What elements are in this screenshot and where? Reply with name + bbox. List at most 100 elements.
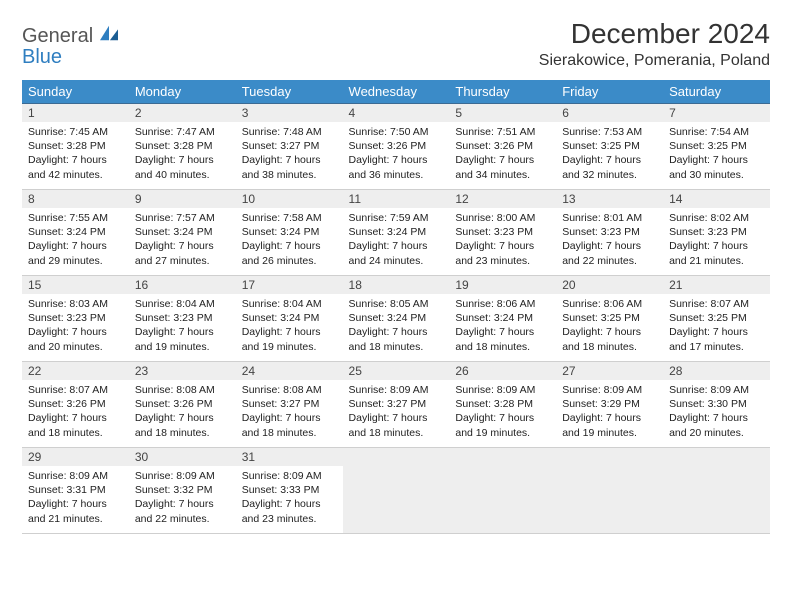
day-body: Sunrise: 8:05 AMSunset: 3:24 PMDaylight:… — [343, 294, 450, 358]
calendar-cell: 21Sunrise: 8:07 AMSunset: 3:25 PMDayligh… — [663, 276, 770, 362]
location: Sierakowice, Pomerania, Poland — [539, 52, 770, 70]
day-body: Sunrise: 8:00 AMSunset: 3:23 PMDaylight:… — [449, 208, 556, 272]
calendar-cell: 30Sunrise: 8:09 AMSunset: 3:32 PMDayligh… — [129, 448, 236, 534]
calendar-cell: 22Sunrise: 8:07 AMSunset: 3:26 PMDayligh… — [22, 362, 129, 448]
calendar-cell: 9Sunrise: 7:57 AMSunset: 3:24 PMDaylight… — [129, 190, 236, 276]
day-body: Sunrise: 8:09 AMSunset: 3:31 PMDaylight:… — [22, 466, 129, 530]
weekday-header: Monday — [129, 80, 236, 104]
day-body: Sunrise: 7:50 AMSunset: 3:26 PMDaylight:… — [343, 122, 450, 186]
calendar-row: 1Sunrise: 7:45 AMSunset: 3:28 PMDaylight… — [22, 104, 770, 190]
calendar-cell: 17Sunrise: 8:04 AMSunset: 3:24 PMDayligh… — [236, 276, 343, 362]
calendar-cell: 10Sunrise: 7:58 AMSunset: 3:24 PMDayligh… — [236, 190, 343, 276]
day-body: Sunrise: 8:09 AMSunset: 3:32 PMDaylight:… — [129, 466, 236, 530]
day-body: Sunrise: 7:57 AMSunset: 3:24 PMDaylight:… — [129, 208, 236, 272]
day-body: Sunrise: 8:01 AMSunset: 3:23 PMDaylight:… — [556, 208, 663, 272]
calendar-cell — [663, 448, 770, 534]
day-number: 14 — [663, 190, 770, 208]
day-number: 12 — [449, 190, 556, 208]
day-number: 16 — [129, 276, 236, 294]
day-number: 29 — [22, 448, 129, 466]
weekday-header: Thursday — [449, 80, 556, 104]
calendar-cell: 13Sunrise: 8:01 AMSunset: 3:23 PMDayligh… — [556, 190, 663, 276]
calendar-row: 22Sunrise: 8:07 AMSunset: 3:26 PMDayligh… — [22, 362, 770, 448]
day-number: 13 — [556, 190, 663, 208]
day-number: 27 — [556, 362, 663, 380]
calendar-cell: 11Sunrise: 7:59 AMSunset: 3:24 PMDayligh… — [343, 190, 450, 276]
calendar-cell: 1Sunrise: 7:45 AMSunset: 3:28 PMDaylight… — [22, 104, 129, 190]
weekday-header: Wednesday — [343, 80, 450, 104]
calendar-cell: 28Sunrise: 8:09 AMSunset: 3:30 PMDayligh… — [663, 362, 770, 448]
day-number: 30 — [129, 448, 236, 466]
calendar-table: SundayMondayTuesdayWednesdayThursdayFrid… — [22, 80, 770, 534]
logo-word-blue: Blue — [22, 46, 62, 68]
empty-cell — [663, 448, 770, 533]
day-number: 28 — [663, 362, 770, 380]
calendar-cell: 27Sunrise: 8:09 AMSunset: 3:29 PMDayligh… — [556, 362, 663, 448]
day-body: Sunrise: 8:08 AMSunset: 3:26 PMDaylight:… — [129, 380, 236, 444]
logo-text-block: General Blue — [22, 24, 120, 68]
calendar-cell — [449, 448, 556, 534]
day-number: 18 — [343, 276, 450, 294]
calendar-cell: 25Sunrise: 8:09 AMSunset: 3:27 PMDayligh… — [343, 362, 450, 448]
calendar-cell: 12Sunrise: 8:00 AMSunset: 3:23 PMDayligh… — [449, 190, 556, 276]
sail-icon — [98, 24, 120, 42]
calendar-cell: 14Sunrise: 8:02 AMSunset: 3:23 PMDayligh… — [663, 190, 770, 276]
day-number: 9 — [129, 190, 236, 208]
day-body: Sunrise: 7:51 AMSunset: 3:26 PMDaylight:… — [449, 122, 556, 186]
day-body: Sunrise: 7:54 AMSunset: 3:25 PMDaylight:… — [663, 122, 770, 186]
day-number: 3 — [236, 104, 343, 122]
day-body: Sunrise: 8:07 AMSunset: 3:26 PMDaylight:… — [22, 380, 129, 444]
calendar-cell: 26Sunrise: 8:09 AMSunset: 3:28 PMDayligh… — [449, 362, 556, 448]
day-body: Sunrise: 8:06 AMSunset: 3:25 PMDaylight:… — [556, 294, 663, 358]
calendar-cell: 6Sunrise: 7:53 AMSunset: 3:25 PMDaylight… — [556, 104, 663, 190]
day-number: 2 — [129, 104, 236, 122]
calendar-cell: 3Sunrise: 7:48 AMSunset: 3:27 PMDaylight… — [236, 104, 343, 190]
calendar-row: 15Sunrise: 8:03 AMSunset: 3:23 PMDayligh… — [22, 276, 770, 362]
day-number: 8 — [22, 190, 129, 208]
calendar-cell: 19Sunrise: 8:06 AMSunset: 3:24 PMDayligh… — [449, 276, 556, 362]
day-body: Sunrise: 8:08 AMSunset: 3:27 PMDaylight:… — [236, 380, 343, 444]
empty-cell — [449, 448, 556, 533]
day-body: Sunrise: 8:09 AMSunset: 3:27 PMDaylight:… — [343, 380, 450, 444]
calendar-cell: 8Sunrise: 7:55 AMSunset: 3:24 PMDaylight… — [22, 190, 129, 276]
day-number: 17 — [236, 276, 343, 294]
day-number: 11 — [343, 190, 450, 208]
day-number: 6 — [556, 104, 663, 122]
day-body: Sunrise: 7:55 AMSunset: 3:24 PMDaylight:… — [22, 208, 129, 272]
calendar-cell: 7Sunrise: 7:54 AMSunset: 3:25 PMDaylight… — [663, 104, 770, 190]
day-number: 10 — [236, 190, 343, 208]
day-number: 31 — [236, 448, 343, 466]
day-number: 22 — [22, 362, 129, 380]
day-number: 26 — [449, 362, 556, 380]
day-body: Sunrise: 7:45 AMSunset: 3:28 PMDaylight:… — [22, 122, 129, 186]
day-number: 20 — [556, 276, 663, 294]
empty-cell — [556, 448, 663, 533]
day-number: 24 — [236, 362, 343, 380]
title-block: December 2024 Sierakowice, Pomerania, Po… — [539, 18, 770, 70]
calendar-cell: 29Sunrise: 8:09 AMSunset: 3:31 PMDayligh… — [22, 448, 129, 534]
weekday-header: Friday — [556, 80, 663, 104]
calendar-body: 1Sunrise: 7:45 AMSunset: 3:28 PMDaylight… — [22, 104, 770, 534]
weekday-header: Tuesday — [236, 80, 343, 104]
calendar-cell: 4Sunrise: 7:50 AMSunset: 3:26 PMDaylight… — [343, 104, 450, 190]
day-body: Sunrise: 8:06 AMSunset: 3:24 PMDaylight:… — [449, 294, 556, 358]
day-number: 4 — [343, 104, 450, 122]
day-number: 21 — [663, 276, 770, 294]
calendar-cell: 15Sunrise: 8:03 AMSunset: 3:23 PMDayligh… — [22, 276, 129, 362]
day-number: 15 — [22, 276, 129, 294]
weekday-header-row: SundayMondayTuesdayWednesdayThursdayFrid… — [22, 80, 770, 104]
calendar-cell: 23Sunrise: 8:08 AMSunset: 3:26 PMDayligh… — [129, 362, 236, 448]
day-body: Sunrise: 7:59 AMSunset: 3:24 PMDaylight:… — [343, 208, 450, 272]
weekday-header: Saturday — [663, 80, 770, 104]
day-number: 7 — [663, 104, 770, 122]
day-body: Sunrise: 8:04 AMSunset: 3:24 PMDaylight:… — [236, 294, 343, 358]
day-body: Sunrise: 8:09 AMSunset: 3:29 PMDaylight:… — [556, 380, 663, 444]
day-body: Sunrise: 7:47 AMSunset: 3:28 PMDaylight:… — [129, 122, 236, 186]
calendar-row: 8Sunrise: 7:55 AMSunset: 3:24 PMDaylight… — [22, 190, 770, 276]
day-number: 19 — [449, 276, 556, 294]
logo-word-general: General — [22, 25, 93, 47]
day-number: 25 — [343, 362, 450, 380]
day-body: Sunrise: 8:03 AMSunset: 3:23 PMDaylight:… — [22, 294, 129, 358]
day-body: Sunrise: 8:04 AMSunset: 3:23 PMDaylight:… — [129, 294, 236, 358]
day-body: Sunrise: 8:07 AMSunset: 3:25 PMDaylight:… — [663, 294, 770, 358]
